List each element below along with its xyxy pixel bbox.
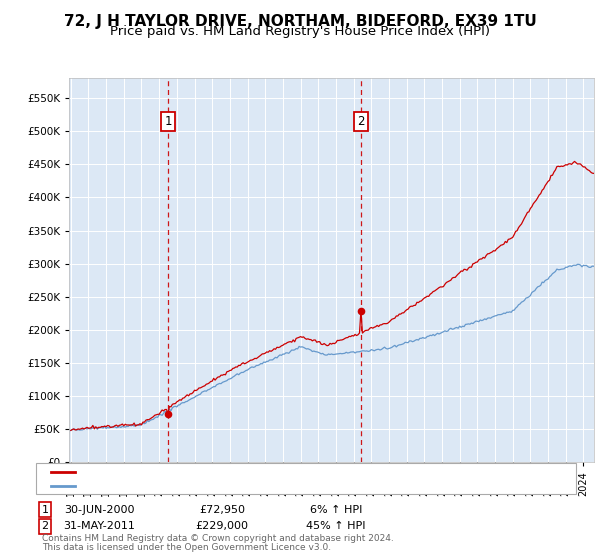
Text: 45% ↑ HPI: 45% ↑ HPI [306, 521, 366, 531]
Text: This data is licensed under the Open Government Licence v3.0.: This data is licensed under the Open Gov… [42, 543, 331, 552]
Text: 6% ↑ HPI: 6% ↑ HPI [310, 505, 362, 515]
Text: 1: 1 [164, 115, 172, 128]
Text: Contains HM Land Registry data © Crown copyright and database right 2024.: Contains HM Land Registry data © Crown c… [42, 534, 394, 543]
Text: 2: 2 [357, 115, 365, 128]
Text: 72, J H TAYLOR DRIVE, NORTHAM, BIDEFORD, EX39 1TU (semi-detached house): 72, J H TAYLOR DRIVE, NORTHAM, BIDEFORD,… [78, 466, 473, 477]
Text: HPI: Average price, semi-detached house, Torridge: HPI: Average price, semi-detached house,… [78, 481, 330, 491]
Text: 30-JUN-2000: 30-JUN-2000 [64, 505, 134, 515]
Text: 1: 1 [41, 505, 49, 515]
Text: £72,950: £72,950 [199, 505, 245, 515]
Text: 31-MAY-2011: 31-MAY-2011 [63, 521, 135, 531]
Text: Price paid vs. HM Land Registry's House Price Index (HPI): Price paid vs. HM Land Registry's House … [110, 25, 490, 38]
Text: 2: 2 [41, 521, 49, 531]
Text: 72, J H TAYLOR DRIVE, NORTHAM, BIDEFORD, EX39 1TU: 72, J H TAYLOR DRIVE, NORTHAM, BIDEFORD,… [64, 14, 536, 29]
Text: £229,000: £229,000 [196, 521, 248, 531]
